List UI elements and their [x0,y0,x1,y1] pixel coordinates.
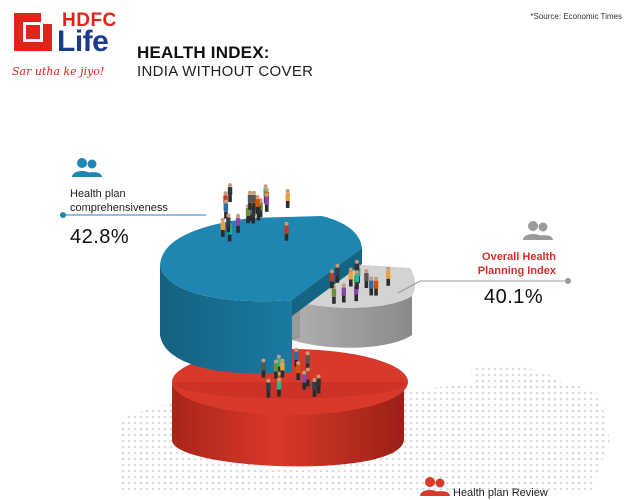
crowd-person [280,358,285,378]
crowd-figures [220,183,391,398]
crowd-person [285,188,290,208]
crowd-person [373,276,379,296]
hdfc-life-logo: HDFC Life Sar utha ke jiyo! [12,10,122,82]
crowd-person [251,190,257,210]
label-comprehensiveness-line1: Health plan [70,188,126,200]
source-note: *Source: Economic Times [530,12,622,21]
label-comprehensiveness-line2: comprehensiveness [70,202,168,214]
crowd-person [369,276,374,296]
crowd-person [312,377,317,397]
crowd-person [223,199,229,219]
crowd-person [364,269,369,289]
logo-square-icon [14,13,52,51]
crowd-person [386,266,391,286]
crowd-person [220,217,226,237]
crowd-person [276,354,282,374]
label-review: Health plan Review [453,487,548,499]
logo-tagline: Sar utha ke jiyo! [12,65,105,78]
logo-life-text: Life [57,25,109,58]
crowd-person [301,370,307,390]
crowd-person [354,270,360,290]
crowd-person [305,351,310,371]
label-overall-line1: Overall Health [482,251,556,263]
leader-line-comprehensiveness [60,212,206,218]
crowd-person [255,194,260,214]
crowd-person [235,213,241,233]
crowd-person [295,361,301,381]
crowd-person [264,192,269,212]
crowd-person [273,359,279,379]
people-icon [420,477,450,496]
value-overall: 40.1% [484,286,544,308]
crowd-person [348,267,354,287]
label-overall-line2: Planning Index [477,265,556,277]
crowd-person [276,377,282,397]
value-comprehensiveness: 42.8% [70,226,130,248]
crowd-person [335,263,340,283]
label-overall: Overall Health Planning Index [474,250,556,278]
crowd-person [226,213,231,233]
logo-hdfc-text: HDFC [62,10,117,31]
crowd-person [316,374,321,394]
crowd-person [284,221,289,241]
crowd-person [266,378,271,398]
people-icon [523,221,553,240]
crowd-person [227,183,233,203]
label-comprehensiveness: Health plan comprehensiveness [70,187,168,215]
crowd-person [305,367,311,387]
crowd-person [247,190,253,210]
people-icon [72,158,102,177]
crowd-person [341,283,346,303]
crowd-person [329,269,335,289]
leader-line-overall [397,278,571,294]
slice-health-plan-comprehensiveness [160,216,362,374]
chart-subtitle: INDIA WITHOUT COVER [137,63,314,80]
chart-title: HEALTH INDEX: [137,43,270,62]
crowd-person [261,358,266,378]
